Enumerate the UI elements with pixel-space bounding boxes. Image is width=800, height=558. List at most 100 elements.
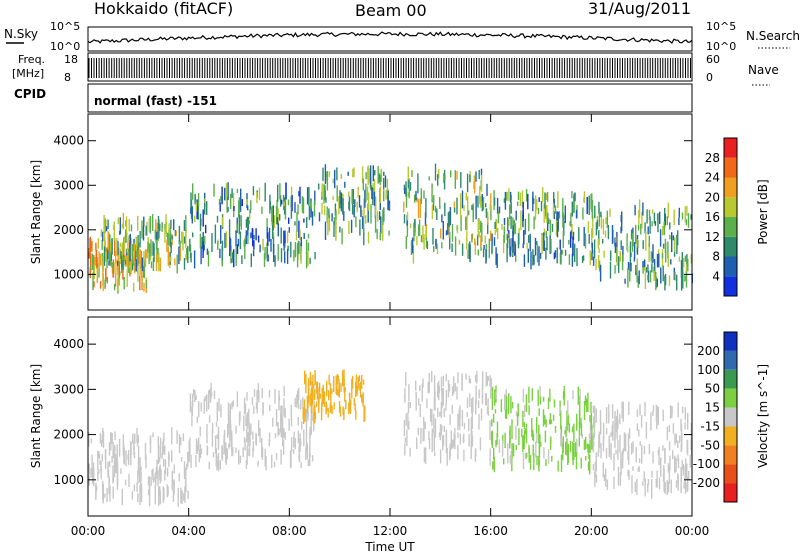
scatter-cell [563, 220, 565, 236]
scatter-cell [479, 195, 482, 208]
scatter-cell [216, 215, 219, 223]
scatter-cell [170, 256, 172, 262]
scatter-cell [407, 166, 409, 180]
scatter-cell [128, 219, 130, 232]
scatter-cell [380, 168, 383, 176]
scatter-cell [538, 246, 540, 266]
scatter-cell [679, 435, 681, 444]
scatter-cell [436, 243, 439, 255]
scatter-cell [423, 234, 425, 250]
scatter-cell [678, 256, 681, 262]
scatter-cell [552, 414, 555, 421]
scatter-cell [224, 187, 226, 201]
scatter-cell [134, 255, 137, 272]
scatter-cell [477, 249, 479, 256]
scatter-cell [686, 205, 688, 216]
scatter-cell [434, 163, 437, 181]
scatter-cell [127, 454, 129, 460]
scatter-cell [236, 223, 238, 232]
scatter-cell [285, 182, 287, 200]
scatter-cell [637, 239, 639, 248]
scatter-cell [522, 201, 524, 221]
scatter-cell [644, 259, 646, 267]
scatter-cell [527, 248, 529, 263]
scatter-cell [630, 229, 633, 240]
scatter-cell [125, 450, 127, 467]
scatter-cell [194, 194, 196, 200]
scatter-cell [627, 246, 629, 253]
scatter-cell [114, 250, 117, 264]
scatter-cell [277, 422, 279, 437]
scatter-cell [316, 381, 319, 400]
scatter-cell [687, 413, 689, 430]
scatter-cell [155, 253, 158, 271]
scatter-cell [602, 422, 605, 442]
date-title: 31/Aug/2011 [588, 0, 691, 18]
scatter-cell [200, 448, 203, 455]
scatter-cell [356, 201, 358, 210]
scatter-cell [536, 244, 539, 263]
scatter-cell [496, 197, 499, 214]
scatter-cell [651, 209, 654, 214]
scatter-cell [91, 466, 94, 485]
power-x-axis [87, 114, 693, 310]
scatter-cell [644, 222, 646, 234]
scatter-cell [116, 259, 118, 274]
scatter-cell [574, 441, 577, 457]
scatter-cell [261, 438, 263, 458]
scatter-cell [220, 404, 222, 418]
scatter-cell [666, 426, 669, 441]
scatter-cell [459, 203, 462, 219]
scatter-cell [322, 167, 324, 181]
scatter-cell [667, 463, 670, 473]
scatter-cell [419, 404, 421, 418]
scatter-cell [647, 483, 649, 493]
scatter-cell [332, 178, 334, 184]
scatter-cell [112, 266, 114, 278]
scatter-cell [314, 190, 316, 205]
scatter-cell [677, 474, 679, 491]
scatter-cell [231, 437, 233, 457]
colorbar-swatch [724, 426, 737, 446]
scatter-cell [173, 464, 175, 474]
y-tick-label: 3000 [53, 178, 84, 192]
noise-sky-trace [87, 31, 693, 44]
scatter-cell [305, 409, 308, 419]
scatter-cell [598, 255, 600, 269]
scatter-cell [114, 281, 117, 287]
scatter-cell [440, 425, 442, 436]
scatter-cell [114, 238, 116, 256]
scatter-cell [147, 489, 150, 496]
scatter-cell [635, 224, 637, 244]
scatter-cell [159, 468, 161, 481]
scatter-cell [122, 267, 124, 280]
scatter-cell [219, 201, 221, 212]
scatter-cell [141, 276, 143, 289]
scatter-cell [486, 183, 488, 196]
scatter-cell [99, 281, 102, 289]
scatter-cell [591, 242, 593, 254]
scatter-cell [415, 191, 417, 201]
scatter-cell [159, 444, 161, 458]
scatter-cell [562, 198, 564, 218]
scatter-cell [503, 226, 505, 244]
scatter-cell [185, 484, 187, 493]
scatter-cell [185, 229, 187, 249]
scatter-cell [676, 274, 678, 291]
scatter-cell [126, 248, 128, 254]
scatter-cell [562, 392, 565, 399]
scatter-cell [315, 381, 318, 394]
scatter-cell [663, 221, 665, 236]
scatter-cell [638, 429, 640, 437]
scatter-cell [185, 215, 187, 232]
scatter-cell [238, 412, 241, 426]
scatter-cell [133, 445, 135, 451]
scatter-cell [442, 434, 445, 446]
scatter-cell [356, 385, 358, 393]
scatter-cell [168, 453, 170, 462]
scatter-cell [522, 243, 524, 249]
scatter-cell [274, 433, 277, 439]
scatter-cell [128, 248, 130, 264]
scatter-cell [318, 183, 320, 190]
